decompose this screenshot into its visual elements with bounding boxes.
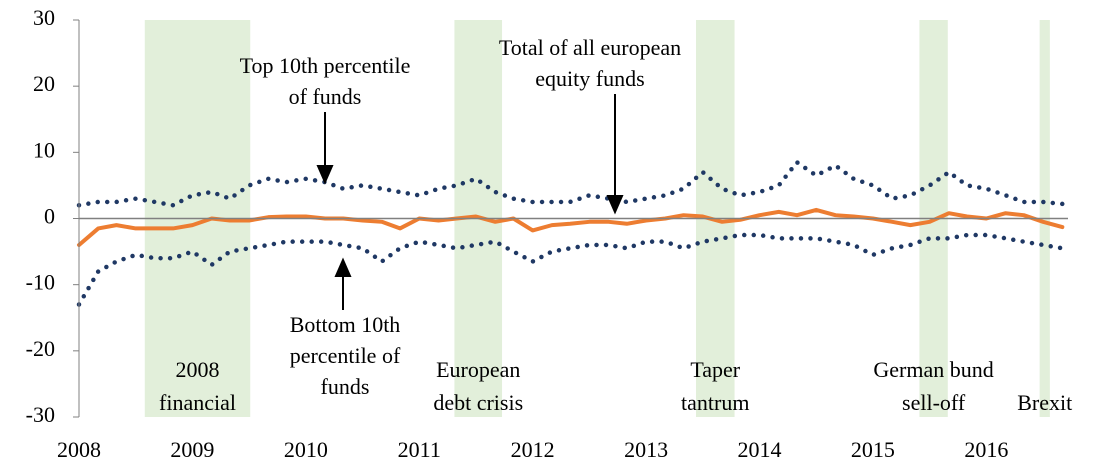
- shade-label: Taper: [690, 357, 740, 382]
- shade-label: sell-off: [902, 390, 966, 415]
- arrow-head: [334, 257, 352, 277]
- y-tick-label: -10: [26, 270, 55, 295]
- arrow-head: [316, 165, 334, 185]
- annotation: Total of all european: [499, 35, 681, 60]
- shade-label: financial: [159, 390, 236, 415]
- plot: [76, 160, 1065, 307]
- x-tick-label: 2014: [738, 437, 782, 462]
- annotation: of funds: [289, 84, 362, 109]
- shade-label: European: [436, 357, 520, 382]
- shade-label: 2008: [176, 357, 220, 382]
- y-tick-label: 10: [33, 137, 55, 162]
- shade-label: German bund: [873, 357, 993, 382]
- y-tick-label: 0: [44, 204, 55, 229]
- series-line: [76, 160, 1065, 208]
- shade-label: debt crisis: [433, 390, 523, 415]
- y-tick-label: -20: [26, 336, 55, 361]
- x-tick-label: 2009: [170, 437, 214, 462]
- annotation: funds: [321, 374, 370, 399]
- y-tick-label: -30: [26, 402, 55, 427]
- x-tick-label: 2010: [284, 437, 328, 462]
- y-tick-label: 30: [33, 5, 55, 30]
- series-line: [76, 232, 1065, 307]
- x-tick-label: 2016: [964, 437, 1008, 462]
- x-tick-label: 2015: [851, 437, 895, 462]
- shade-label: tantrum: [681, 390, 749, 415]
- annotation: Top 10th percentile: [240, 53, 411, 78]
- x-tick-label: 2011: [398, 437, 441, 462]
- arrows: [316, 94, 624, 310]
- x-tick-label: 2008: [57, 437, 101, 462]
- annotation: percentile of: [290, 343, 401, 368]
- y-tick-label: 20: [33, 71, 55, 96]
- x-tick-label: 2013: [624, 437, 668, 462]
- arrow-head: [606, 195, 624, 215]
- series-line: [77, 207, 1065, 247]
- annotation: Bottom 10th: [290, 312, 401, 337]
- shade-label: Brexit: [1017, 390, 1072, 415]
- annotation: equity funds: [535, 66, 644, 91]
- x-tick-label: 2012: [511, 437, 555, 462]
